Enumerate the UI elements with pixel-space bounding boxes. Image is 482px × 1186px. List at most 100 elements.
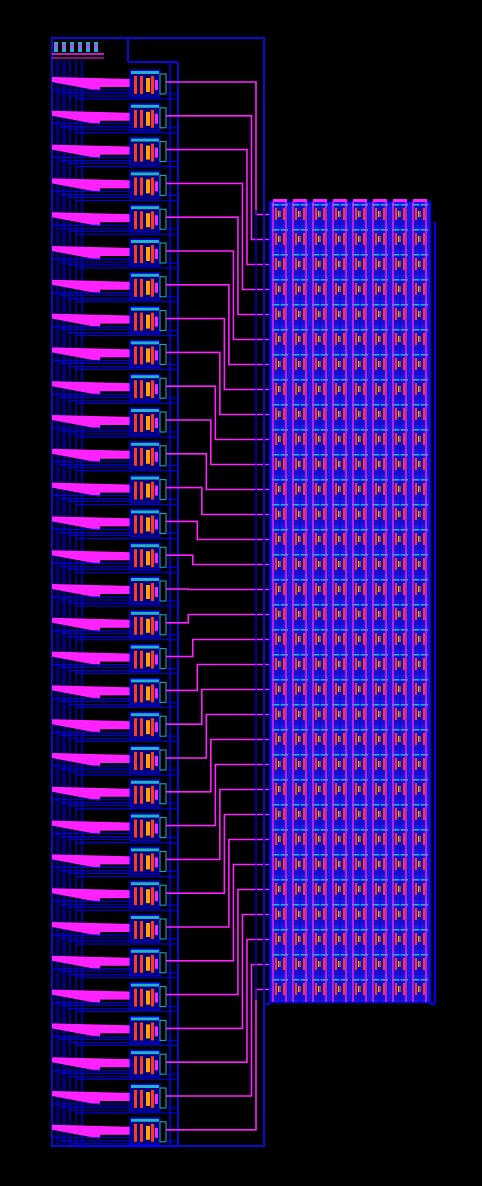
decoder-gate xyxy=(140,414,143,432)
bit-cell-gate xyxy=(355,358,357,370)
bit-cell-gate xyxy=(275,858,277,870)
bit-cell-gate xyxy=(375,383,377,395)
bit-cell-gate xyxy=(423,408,425,420)
bit-cell-gate xyxy=(403,733,405,745)
bit-cell-gate xyxy=(335,333,337,345)
bit-cell-gate xyxy=(343,883,345,895)
decoder-output-via xyxy=(155,1094,158,1104)
decoder-cell-tap xyxy=(159,783,167,805)
decoder-gate xyxy=(134,616,137,635)
decoder-cell-tap xyxy=(159,850,167,872)
decoder-input-wedge xyxy=(52,753,132,767)
decoder-gate xyxy=(140,752,143,770)
decoder-gate xyxy=(140,583,143,601)
bit-cell-gate xyxy=(395,458,397,470)
bit-cell-gate xyxy=(343,358,345,370)
bit-cell-gate xyxy=(323,983,325,995)
decoder-cell-tap xyxy=(159,546,167,568)
decoder-gate xyxy=(140,1090,143,1108)
header-pin-via xyxy=(95,44,97,49)
wordline-route xyxy=(166,520,270,541)
bit-cell-gate xyxy=(315,983,317,995)
bit-cell-gate xyxy=(303,983,305,995)
decoder-gate xyxy=(151,312,154,331)
bit-cell-gate xyxy=(303,433,305,445)
bit-cell-gate xyxy=(415,858,417,870)
decoder-cell-rail xyxy=(131,578,159,581)
bit-cell-gate xyxy=(303,308,305,320)
wordline-route xyxy=(166,385,270,441)
bit-cell-gate xyxy=(323,458,325,470)
bit-cell-gate xyxy=(395,808,397,820)
bit-cell-gate xyxy=(275,633,277,645)
bit-cell-gate xyxy=(303,658,305,670)
bit-cell-gate xyxy=(275,933,277,945)
bit-cell-gate xyxy=(395,683,397,695)
decoder-cell-tap xyxy=(159,749,167,771)
bit-cell-gate xyxy=(283,808,285,820)
bit-cell-gate xyxy=(335,233,337,245)
bit-cell-gate xyxy=(415,483,417,495)
decoder-gate xyxy=(151,346,154,365)
bit-cell-gate xyxy=(283,383,285,395)
bit-cell-gate xyxy=(355,708,357,720)
decoder-input-wedge xyxy=(52,279,132,294)
bit-cell-gate xyxy=(275,983,277,995)
bit-cell-gate xyxy=(323,258,325,270)
bit-cell-gate xyxy=(323,858,325,870)
bit-cell-gate xyxy=(275,733,277,745)
bit-cell-gate xyxy=(303,683,305,695)
bit-cell-gate xyxy=(363,858,365,870)
decoder-gate xyxy=(140,143,143,162)
decoder-gate xyxy=(134,954,137,973)
bit-cell-gate xyxy=(335,308,337,320)
column-tab xyxy=(413,199,427,202)
bit-cell-gate xyxy=(423,508,425,520)
bit-cell-gate xyxy=(283,358,285,370)
bit-cell-gate xyxy=(335,858,337,870)
decoder-cell-rail xyxy=(131,341,159,345)
decoder-gate xyxy=(151,988,154,1007)
bit-cell-gate xyxy=(363,983,365,995)
bit-cell-gate xyxy=(355,583,357,595)
bit-cell-gate xyxy=(295,833,297,845)
bit-cell-gate xyxy=(415,508,417,520)
decoder-output-via xyxy=(155,620,158,631)
decoder-cell-tap xyxy=(159,648,167,670)
bit-cell-gate xyxy=(423,958,425,970)
bit-cell-gate xyxy=(283,533,285,545)
bit-cell-gate xyxy=(403,833,405,845)
bit-cell-gate xyxy=(315,283,317,295)
bit-cell-gate xyxy=(383,558,385,570)
decoder-gate xyxy=(140,1123,143,1142)
bit-cell-gate xyxy=(395,258,397,270)
bit-cell-gate xyxy=(375,608,377,620)
bit-cell-gate xyxy=(323,333,325,345)
bit-cell-gate xyxy=(295,558,297,570)
decoder-gate xyxy=(134,380,137,399)
bit-cell-gate xyxy=(343,658,345,670)
bit-cell-gate xyxy=(275,508,277,520)
bit-cell-gate xyxy=(355,283,357,295)
bit-cell-gate xyxy=(363,508,365,520)
bit-cell-gate xyxy=(363,733,365,745)
bit-cell-gate xyxy=(315,383,317,395)
bit-cell-gate xyxy=(423,733,425,745)
decoder-gate xyxy=(134,549,137,568)
bit-cell-gate xyxy=(395,583,397,595)
bit-cell-gate xyxy=(363,458,365,470)
decoder-gate xyxy=(134,752,137,770)
bit-cell-gate xyxy=(375,433,377,445)
decoder-input-wedge xyxy=(52,1124,132,1139)
bit-cell-gate xyxy=(303,383,305,395)
decoder-output-via xyxy=(155,1060,158,1071)
bit-cell-gate xyxy=(403,308,405,320)
bit-cell-gate xyxy=(283,833,285,845)
bit-cell-gate xyxy=(415,333,417,345)
bit-cell-gate xyxy=(355,958,357,970)
bit-cell-gate xyxy=(335,733,337,745)
bit-cell-gate xyxy=(355,808,357,820)
bit-cell-gate xyxy=(283,708,285,720)
bit-cell-gate xyxy=(375,408,377,420)
decoder-gate xyxy=(134,921,137,939)
